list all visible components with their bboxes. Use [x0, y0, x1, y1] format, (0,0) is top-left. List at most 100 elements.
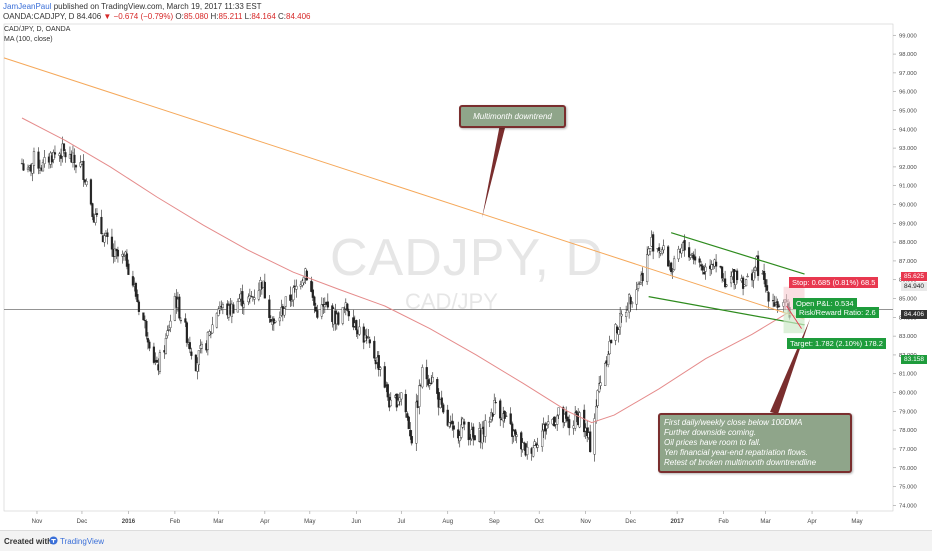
candle-body [488, 421, 491, 423]
candle-body [683, 240, 686, 251]
candle-body [777, 305, 781, 307]
candle-body [373, 340, 376, 359]
x-tick-label: Oct [535, 519, 545, 525]
open-value: 85.080 [183, 12, 209, 21]
candle-body [741, 277, 745, 289]
y-tick-label: 78.000 [899, 428, 917, 434]
candle-body [631, 302, 634, 304]
candle-body [397, 400, 400, 405]
candle-body [753, 267, 757, 271]
candle-body [238, 298, 241, 302]
candle-body [122, 255, 126, 257]
multimonth-callout[interactable]: Multimonth downtrend [459, 105, 566, 128]
candle-body [574, 412, 577, 429]
candle-body [295, 285, 298, 290]
candle-body [566, 416, 569, 422]
high-value: 85.211 [218, 12, 243, 21]
candle-body [323, 304, 326, 308]
candle-body [637, 283, 640, 289]
open-label: O: [175, 12, 184, 21]
y-tick-label: 76.000 [899, 466, 917, 472]
candle-body [236, 301, 239, 313]
x-tick-label: Apr [260, 519, 269, 525]
candle-body [407, 416, 410, 430]
analysis-callout[interactable]: First daily/weekly close below 100DMA Fu… [658, 413, 852, 473]
candle-body [691, 253, 694, 256]
stop-price-tag: 85.625 [901, 272, 927, 281]
candle-body [729, 276, 733, 284]
x-tick-label: Feb [170, 519, 181, 525]
y-tick-label: 85.000 [899, 297, 917, 303]
candle-body [617, 329, 620, 335]
candle-body [389, 399, 392, 407]
candle-body [599, 382, 602, 386]
candle-body [314, 306, 317, 312]
candle-body [206, 332, 209, 350]
candle-body [341, 307, 344, 324]
candle-body [714, 261, 718, 267]
candle-body [197, 350, 200, 366]
target-label[interactable]: Target: 1.782 (2.10%) 178.2 [787, 338, 886, 349]
candle-body [316, 310, 319, 318]
candle-body [406, 413, 409, 418]
footer-bar: Created with TradingView [0, 530, 932, 551]
candle-body [451, 420, 454, 425]
candle-body [545, 425, 548, 429]
y-tick-label: 90.000 [899, 203, 917, 209]
x-tick-label: Jun [351, 519, 361, 525]
candle-body [268, 299, 271, 319]
candle-body [343, 308, 346, 310]
candle-body [688, 247, 691, 258]
candle-body [458, 435, 461, 442]
candle-body [398, 397, 401, 402]
candle-body [158, 352, 162, 372]
candle-body [689, 255, 692, 258]
candle-body [442, 404, 445, 413]
candle-body [59, 154, 63, 159]
candle-body [200, 343, 203, 349]
candle-body [232, 304, 235, 314]
symbol-label: OANDA:CADJPY, D [3, 12, 75, 21]
candle-body [700, 264, 703, 267]
candle-body [82, 160, 85, 180]
candle-body [218, 308, 221, 311]
candle-body [744, 279, 748, 287]
candle-body [473, 435, 476, 441]
candle-body [425, 367, 428, 380]
tradingview-brand[interactable]: TradingView [60, 537, 105, 546]
candle-body [430, 382, 433, 385]
candle-body [771, 300, 775, 302]
candle-body [457, 429, 460, 439]
candle-body [635, 289, 638, 305]
candle-body [428, 383, 431, 386]
candle-body [536, 444, 539, 448]
candle-body [641, 272, 644, 282]
note-line: Retest of broken multimonth downtrendlin… [664, 458, 817, 467]
stop-label[interactable]: Stop: 0.685 (0.81%) 68.5 [789, 277, 879, 288]
last-price-tag: 84.406 [901, 310, 927, 319]
candle-body [320, 304, 323, 317]
down-arrow-icon: ▼ [103, 12, 112, 21]
close-value: 84.406 [286, 12, 311, 21]
legend-ma[interactable]: MA (100, close) [4, 36, 53, 43]
candle-body [557, 407, 560, 416]
candle-body [169, 320, 172, 328]
candle-body [91, 203, 94, 217]
projection-arrow [786, 305, 802, 329]
candle-body [31, 163, 34, 174]
author-link[interactable]: JamJeanPaul [3, 2, 52, 11]
candle-body [410, 436, 413, 444]
candle-body [418, 385, 421, 407]
candle-body [491, 412, 494, 417]
candle-body [404, 394, 407, 413]
candle-body [188, 342, 191, 350]
candle-body [347, 310, 350, 317]
ma-100-line [21, 117, 790, 424]
candle-body [400, 392, 403, 400]
candle-body [164, 338, 168, 354]
candle-body [505, 415, 508, 417]
candle-body [677, 248, 680, 260]
candle-body [185, 322, 188, 343]
y-tick-label: 89.000 [899, 221, 917, 227]
x-tick-label: 2016 [122, 519, 136, 525]
